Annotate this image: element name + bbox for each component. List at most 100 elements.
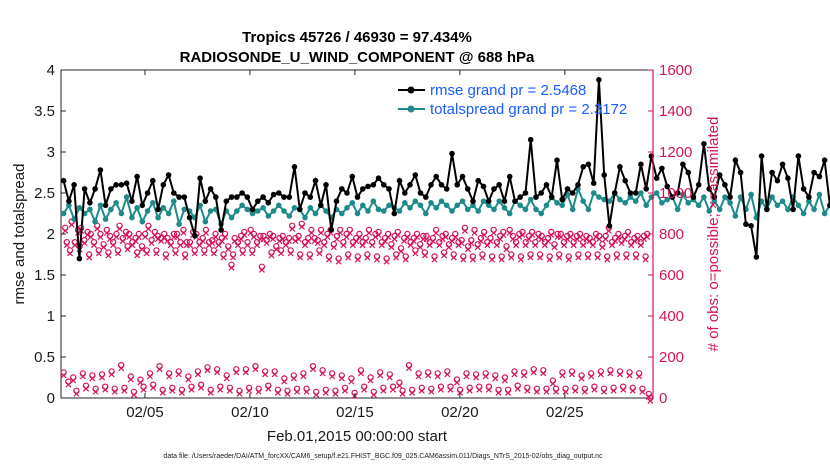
obs-assimilated-marker [495, 389, 502, 396]
rmse-point [391, 210, 398, 217]
totalspread-point [102, 216, 109, 222]
obs-assimilated-marker [111, 388, 118, 395]
obs-assimilated-marker [521, 372, 528, 379]
obs-assimilated-marker [134, 252, 141, 259]
rmse-point [365, 183, 371, 190]
obs-assimilated-marker [471, 229, 478, 236]
totalspread-point [97, 202, 104, 209]
totalspread-point [129, 214, 135, 221]
obs-assimilated-marker [511, 371, 518, 378]
rmse-point [779, 161, 786, 168]
obs-assimilated-marker [602, 236, 609, 243]
rmse-point [685, 169, 691, 176]
obs-assimilated-marker [485, 386, 492, 393]
totalspread-point [449, 208, 455, 214]
obs-assimilated-marker [146, 373, 153, 380]
obs-assimilated-marker [150, 384, 157, 391]
obs-assimilated-marker [469, 256, 476, 263]
rmse-point [485, 198, 492, 204]
obs-assimilated-marker [185, 376, 192, 383]
rmse-point [433, 173, 440, 180]
rmse-point [711, 194, 718, 200]
rmse-point [611, 190, 618, 196]
obs-assimilated-marker [578, 375, 585, 382]
obs-assimilated-marker [357, 370, 365, 377]
obs-assimilated-marker [79, 373, 86, 380]
totalspread-point [402, 200, 408, 206]
obs-assimilated-marker [634, 236, 641, 243]
obs-assimilated-marker [242, 369, 249, 376]
obs-assimilated-marker [525, 236, 532, 243]
totalspread-point [522, 206, 529, 213]
totalspread-point [716, 206, 723, 213]
obs-assimilated-marker [348, 378, 355, 385]
rmse-point [643, 186, 649, 192]
rmse-point [155, 206, 161, 213]
totalspread-point [470, 202, 476, 209]
obs-assimilated-marker [399, 390, 406, 397]
totalspread-point [638, 190, 644, 196]
obs-assimilated-marker [300, 373, 307, 380]
obs-assimilated-marker [631, 238, 638, 245]
totalspread-point [312, 210, 319, 217]
obs-assimilated-marker [270, 236, 277, 243]
obs-assimilated-marker [60, 372, 67, 379]
obs-assimilated-marker [426, 242, 433, 249]
rmse-point [491, 186, 497, 192]
obs-assimilated-marker [442, 233, 449, 241]
totalspread-point [134, 205, 140, 211]
y-tick-label: 3 [47, 144, 55, 161]
rmse-point [129, 198, 135, 204]
x-tick-label: 02/15 [336, 404, 374, 421]
rmse-point [580, 164, 586, 170]
obs-assimilated-marker [153, 250, 160, 257]
obs-assimilated-marker [407, 242, 414, 249]
obs-assimilated-marker [215, 242, 222, 249]
totalspread-point [365, 208, 371, 214]
x-axis-label: Feb.01,2015 00:00:00 start [267, 428, 448, 445]
totalspread-point [685, 200, 691, 206]
obs-assimilated-marker [234, 242, 241, 249]
totalspread-point [423, 210, 429, 217]
totalspread-point [475, 208, 482, 214]
obs-assimilated-marker [468, 240, 475, 247]
rmse-series [60, 77, 830, 262]
obs-assimilated-marker [513, 242, 520, 249]
rmse-point [396, 177, 403, 184]
obs-assimilated-marker [174, 233, 181, 241]
obs-assimilated-marker [361, 386, 368, 393]
rmse-point [816, 173, 823, 180]
obs-assimilated-marker [452, 233, 459, 241]
obs-assimilated-marker [573, 236, 580, 243]
obs-assimilated-marker [287, 250, 294, 257]
rmse-point [223, 198, 230, 204]
totalspread-point [816, 191, 823, 198]
totalspread-point [160, 205, 167, 211]
obs-assimilated-marker [349, 242, 357, 249]
totalspread-point [659, 200, 665, 206]
obs-assimilated-marker [118, 365, 125, 372]
obs-assimilated-marker [514, 385, 521, 392]
rmse-point [543, 182, 550, 188]
obs-assimilated-marker [500, 231, 507, 238]
obs-assimilated-marker [310, 366, 317, 373]
totalspread-point [506, 210, 513, 217]
obs-assimilated-marker [516, 233, 523, 241]
rmse-point [669, 194, 676, 200]
obs-assimilated-marker [333, 236, 341, 243]
obs-assimilated-marker [444, 371, 451, 378]
x-tick-label: 02/05 [126, 404, 164, 421]
obs-assimilated-marker [599, 244, 606, 251]
rmse-point [690, 194, 697, 200]
obs-assimilated-marker [533, 388, 540, 395]
obs-assimilated-marker [329, 373, 336, 380]
obs-assimilated-marker [132, 238, 139, 245]
obs-assimilated-marker [340, 242, 347, 249]
obs-assimilated-marker [353, 238, 360, 245]
totalspread-point [428, 200, 434, 206]
y-tick-label: 1 [47, 308, 55, 325]
rmse-point [270, 191, 277, 198]
legend-spread-marker [407, 105, 415, 113]
obs-assimilated-marker [162, 254, 169, 261]
obs-assimilated-marker [575, 254, 582, 261]
